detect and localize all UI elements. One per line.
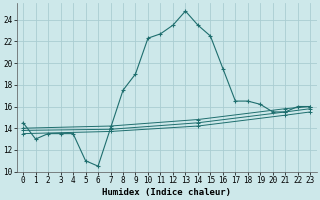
X-axis label: Humidex (Indice chaleur): Humidex (Indice chaleur)	[102, 188, 231, 197]
